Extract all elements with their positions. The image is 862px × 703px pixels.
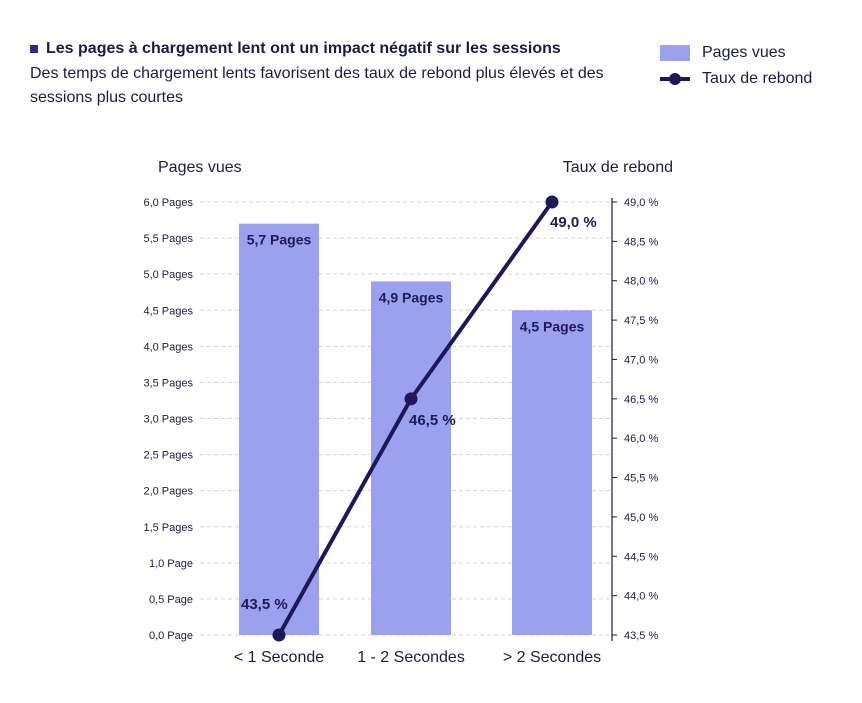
legend-item-pages-vues: Pages vues: [660, 40, 812, 66]
left-tick-label: 0,0 Page: [149, 630, 193, 642]
right-tick-label: 45,0 %: [624, 512, 658, 524]
bar-swatch-icon: [660, 45, 690, 61]
category-label: > 2 Secondes: [503, 649, 601, 666]
line-value-label: 46,5 %: [409, 412, 456, 429]
left-tick-label: 4,5 Pages: [143, 305, 193, 317]
title-bullet-icon: [30, 45, 38, 53]
right-tick-label: 44,0 %: [624, 591, 658, 603]
bar: [371, 281, 451, 635]
bar-value-label: 4,9 Pages: [379, 289, 444, 305]
bar: [239, 223, 319, 635]
title-row: Les pages à chargement lent ont un impac…: [30, 40, 630, 58]
left-tick-label: 2,0 Pages: [143, 486, 193, 498]
right-tick-label: 44,5 %: [624, 551, 658, 563]
legend-item-taux-de-rebond: Taux de rebond: [660, 66, 812, 92]
bar-value-label: 5,7 Pages: [247, 232, 312, 248]
left-tick-label: 1,0 Page: [149, 558, 193, 570]
line-value-label: 49,0 %: [550, 214, 597, 231]
legend-label-pages-vues: Pages vues: [702, 44, 786, 61]
right-tick-label: 43,5 %: [624, 630, 658, 642]
category-label: 1 - 2 Secondes: [357, 649, 465, 666]
line-point: [545, 195, 559, 209]
bar: [512, 310, 592, 635]
right-tick-label: 45,5 %: [624, 473, 658, 485]
chart-header: Les pages à chargement lent ont un impac…: [30, 40, 630, 110]
chart-subtitle: Des temps de chargement lents favorisent…: [30, 65, 604, 106]
line-point: [404, 392, 418, 406]
right-tick-label: 48,0 %: [624, 276, 658, 288]
bar-value-label: 4,5 Pages: [520, 318, 585, 334]
right-tick-label: 49,0 %: [624, 197, 658, 209]
left-tick-label: 2,5 Pages: [143, 450, 193, 462]
line-value-label: 43,5 %: [241, 596, 288, 613]
left-tick-label: 6,0 Pages: [143, 197, 193, 209]
line-point: [272, 628, 286, 642]
left-tick-label: 4,0 Pages: [143, 341, 193, 353]
left-tick-label: 5,5 Pages: [143, 233, 193, 245]
left-tick-label: 5,0 Pages: [143, 269, 193, 281]
left-tick-label: 3,5 Pages: [143, 377, 193, 389]
left-tick-label: 0,5 Page: [149, 594, 193, 606]
right-tick-label: 46,5 %: [624, 394, 658, 406]
left-tick-label: 3,0 Pages: [143, 414, 193, 426]
line-marker-icon: [660, 71, 690, 87]
right-tick-label: 48,5 %: [624, 236, 658, 248]
left-tick-label: 1,5 Pages: [143, 522, 193, 534]
chart-title: Les pages à chargement lent ont un impac…: [46, 40, 561, 57]
right-tick-label: 47,5 %: [624, 315, 658, 327]
right-axis-title: Taux de rebond: [563, 159, 673, 176]
left-axis-title: Pages vues: [158, 159, 242, 176]
right-tick-label: 46,0 %: [624, 433, 658, 445]
legend: Pages vues Taux de rebond: [660, 40, 812, 92]
category-label: < 1 Seconde: [234, 649, 324, 666]
right-tick-label: 47,0 %: [624, 354, 658, 366]
legend-label-taux-de-rebond: Taux de rebond: [702, 70, 813, 87]
